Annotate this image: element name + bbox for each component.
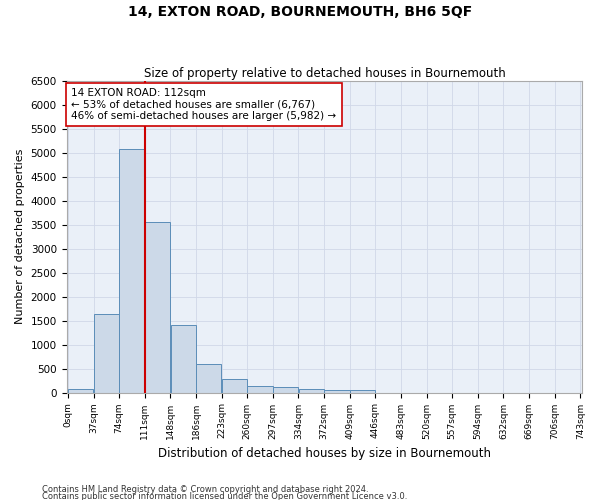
- Bar: [299, 389, 324, 392]
- Bar: [145, 222, 170, 392]
- Bar: [94, 314, 119, 392]
- Bar: [222, 378, 247, 392]
- Bar: [350, 390, 375, 392]
- Title: Size of property relative to detached houses in Bournemouth: Size of property relative to detached ho…: [143, 66, 505, 80]
- Text: Contains HM Land Registry data © Crown copyright and database right 2024.: Contains HM Land Registry data © Crown c…: [42, 486, 368, 494]
- Y-axis label: Number of detached properties: Number of detached properties: [15, 149, 25, 324]
- Bar: [324, 390, 350, 392]
- Bar: [196, 364, 221, 392]
- Bar: [273, 388, 298, 392]
- Bar: [68, 389, 94, 392]
- X-axis label: Distribution of detached houses by size in Bournemouth: Distribution of detached houses by size …: [158, 447, 491, 460]
- Bar: [247, 386, 272, 392]
- Text: 14 EXTON ROAD: 112sqm
← 53% of detached houses are smaller (6,767)
46% of semi-d: 14 EXTON ROAD: 112sqm ← 53% of detached …: [71, 88, 337, 121]
- Text: 14, EXTON ROAD, BOURNEMOUTH, BH6 5QF: 14, EXTON ROAD, BOURNEMOUTH, BH6 5QF: [128, 5, 472, 19]
- Text: Contains public sector information licensed under the Open Government Licence v3: Contains public sector information licen…: [42, 492, 407, 500]
- Bar: [119, 149, 145, 392]
- Bar: [170, 325, 196, 392]
